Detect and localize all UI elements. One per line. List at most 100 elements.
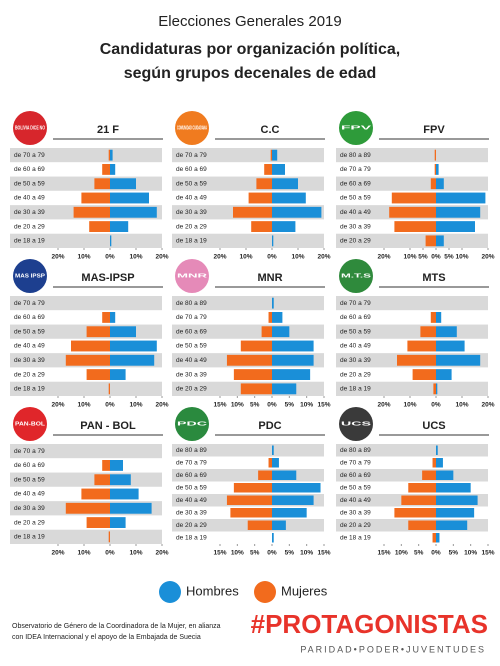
- age-label: de 30 a 39: [340, 357, 371, 364]
- x-tick-label: 10%: [77, 254, 90, 261]
- age-label: de 40 a 49: [176, 497, 207, 504]
- bar: [86, 517, 110, 528]
- age-label: de 40 a 49: [176, 195, 207, 202]
- row-band: [336, 148, 488, 163]
- age-label: de 30 a 39: [176, 209, 207, 216]
- x-tick-label: 0%: [267, 254, 277, 261]
- x-tick-label: 20%: [317, 254, 330, 261]
- logo-text: FPV: [341, 125, 373, 131]
- row-band: [336, 233, 488, 248]
- bar: [65, 354, 110, 366]
- bar: [272, 221, 296, 232]
- age-label: de 20 a 29: [176, 223, 207, 230]
- x-tick-label: 10%: [77, 550, 90, 557]
- row-band: [172, 310, 324, 325]
- x-tick-label: 5%: [418, 254, 428, 261]
- x-tick-label: 10%: [231, 550, 244, 557]
- age-label: de 40 a 49: [14, 195, 45, 202]
- bar: [261, 326, 272, 338]
- age-label: de 80 a 89: [340, 447, 371, 454]
- bar: [272, 192, 306, 204]
- bar: [436, 221, 475, 232]
- bar: [397, 354, 436, 366]
- x-tick-label: 0%: [105, 402, 115, 409]
- bar: [436, 520, 468, 530]
- bar: [247, 520, 272, 530]
- age-label: de 40 a 49: [340, 343, 371, 350]
- x-tick-label: 0%: [431, 402, 441, 409]
- age-label: de 20 a 29: [14, 519, 45, 526]
- age-label: de 18 a 19: [340, 534, 371, 541]
- bar: [102, 164, 110, 175]
- bar: [408, 483, 436, 493]
- bar: [432, 533, 436, 543]
- party-name: FPV: [423, 124, 445, 136]
- x-tick-label: 10%: [239, 254, 252, 261]
- party-name: MTS: [422, 272, 445, 284]
- x-tick-label: 10%: [403, 402, 416, 409]
- x-tick-label: 15%: [317, 402, 330, 409]
- bar: [272, 508, 307, 518]
- tagline: PARIDAD•PODER•JUVENTUDES: [300, 644, 486, 654]
- x-tick-label: 15%: [377, 550, 390, 557]
- age-label: de 30 a 39: [340, 223, 371, 230]
- bar: [110, 354, 155, 366]
- row-band: [172, 296, 324, 311]
- bar: [110, 206, 157, 218]
- age-label: de 80 a 89: [176, 447, 207, 454]
- age-label: de 20 a 29: [14, 371, 45, 378]
- bar: [272, 178, 298, 190]
- party-logo: [175, 407, 209, 441]
- age-label: de 60 a 69: [340, 180, 371, 187]
- x-tick-label: 5%: [414, 550, 424, 557]
- x-tick-label: 20%: [213, 254, 226, 261]
- age-label: de 60 a 69: [176, 166, 207, 173]
- x-tick-label: 10%: [77, 402, 90, 409]
- legend-swatch: [254, 581, 276, 603]
- x-tick-label: 20%: [155, 550, 168, 557]
- bar: [272, 164, 285, 175]
- bar: [436, 495, 478, 505]
- row-band: [10, 310, 162, 325]
- age-label: de 18 a 19: [176, 534, 207, 541]
- bar: [233, 206, 272, 218]
- bar: [272, 470, 297, 480]
- bar: [233, 369, 272, 380]
- x-tick-label: 20%: [155, 402, 168, 409]
- age-label: de 70 a 79: [14, 152, 45, 159]
- row-band: [172, 456, 324, 469]
- age-label: de 50 a 59: [176, 180, 207, 187]
- row-band: [10, 381, 162, 396]
- party-logo: [13, 407, 47, 441]
- age-label: de 70 a 79: [176, 152, 207, 159]
- x-tick-label: 10%: [129, 254, 142, 261]
- row-band: [172, 233, 324, 248]
- age-label: de 18 a 19: [340, 386, 371, 393]
- bar: [436, 192, 486, 204]
- bar: [110, 149, 113, 161]
- bar: [65, 502, 110, 514]
- x-tick-label: 10%: [231, 402, 244, 409]
- bar: [81, 488, 110, 500]
- age-label: de 18 a 19: [14, 238, 45, 245]
- x-tick-label: 10%: [403, 254, 416, 261]
- age-label: de 70 a 79: [176, 459, 207, 466]
- age-label: de 18 a 19: [14, 534, 45, 541]
- bar: [270, 149, 272, 161]
- x-tick-label: 10%: [464, 550, 477, 557]
- x-tick-label: 20%: [377, 254, 390, 261]
- bar: [73, 206, 110, 218]
- title: Elecciones Generales 2019: [158, 13, 341, 30]
- bar: [102, 460, 110, 471]
- x-tick-label: 15%: [317, 550, 330, 557]
- x-tick-label: 10%: [395, 550, 408, 557]
- bar: [432, 458, 436, 468]
- bar: [86, 326, 110, 338]
- bar: [408, 520, 436, 530]
- age-label: de 50 a 59: [14, 180, 45, 187]
- bar: [268, 312, 272, 323]
- age-label: de 60 a 69: [14, 314, 45, 321]
- row-band: [10, 458, 162, 473]
- age-label: de 80 a 89: [176, 300, 207, 307]
- logo-text: M.T.S: [341, 273, 373, 279]
